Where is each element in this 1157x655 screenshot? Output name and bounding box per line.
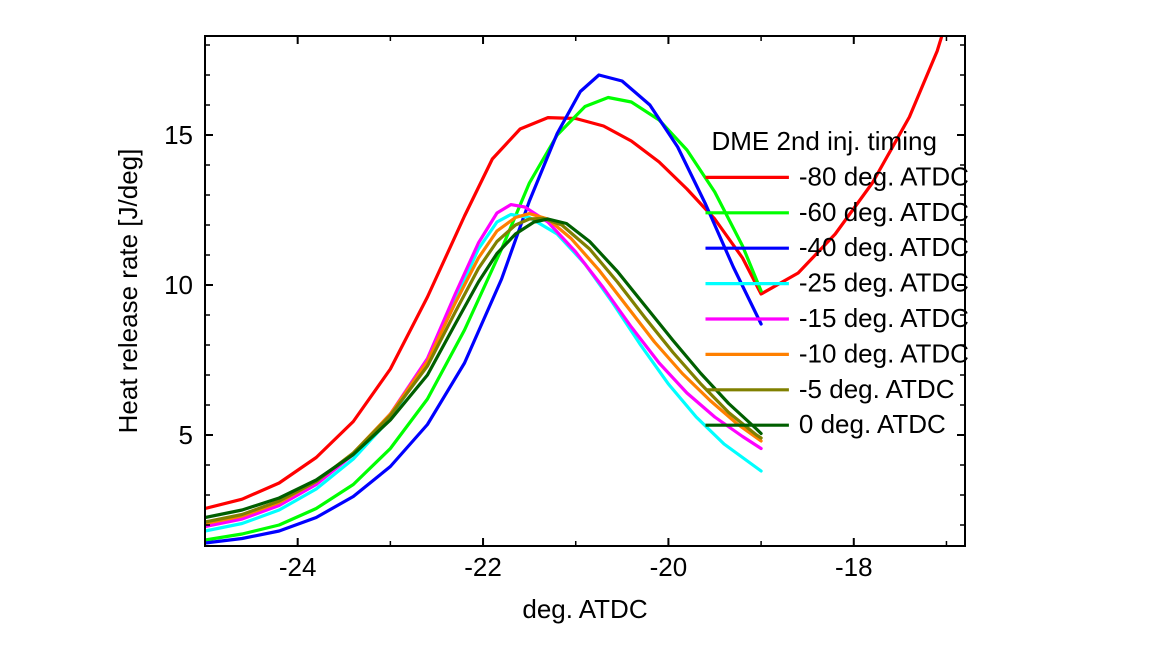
y-tick-label: 5 [179,420,193,450]
x-tick-label: -18 [835,552,873,582]
legend-item-label: 0 deg. ATDC [799,409,946,439]
chart-container: -24 -22 -20 -18 deg. ATDC 5 10 15 Heat release r… [0,0,1157,655]
legend-item-label: -25 deg. ATDC [799,268,969,298]
legend-item-label: -5 deg. ATDC [799,374,955,404]
legend-item-label: -10 deg. ATDC [799,338,969,368]
legend-item-label: -80 deg. ATDC [799,161,969,191]
y-tick-label: 10 [164,270,193,300]
y-tick-label: 15 [164,120,193,150]
legend-title: DME 2nd inj. timing [711,126,936,156]
y-axis-label: Heat release rate [J/deg] [113,149,143,434]
x-tick-label: -22 [464,552,502,582]
legend-item-label: -40 deg. ATDC [799,232,969,262]
legend-item-label: -60 deg. ATDC [799,197,969,227]
legend-item-label: -15 deg. ATDC [799,303,969,333]
x-tick-label: -20 [650,552,688,582]
chart-svg: -24 -22 -20 -18 deg. ATDC 5 10 15 Heat release r… [0,0,1157,655]
x-axis-label: deg. ATDC [522,594,647,624]
x-tick-label: -24 [279,552,317,582]
